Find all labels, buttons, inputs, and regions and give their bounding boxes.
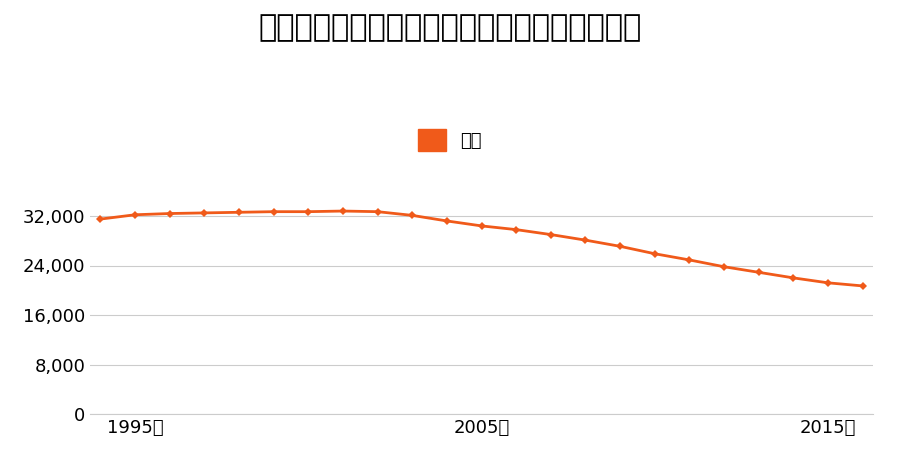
価格 <box>545 232 556 237</box>
価格 <box>165 211 176 216</box>
価格 <box>510 227 521 232</box>
価格 <box>303 209 314 214</box>
価格 <box>649 251 660 256</box>
価格 <box>684 257 695 263</box>
Legend: 価格: 価格 <box>411 122 489 158</box>
価格 <box>130 212 140 217</box>
価格 <box>615 243 626 249</box>
Line: 価格: 価格 <box>97 208 866 289</box>
価格 <box>442 218 453 224</box>
価格 <box>268 209 279 214</box>
Text: 青森県弘前市大字藤代２丁目９番５の地価推移: 青森県弘前市大字藤代２丁目９番５の地価推移 <box>258 14 642 42</box>
価格 <box>338 208 348 214</box>
価格 <box>407 213 418 218</box>
価格 <box>753 270 764 275</box>
価格 <box>788 275 798 281</box>
価格 <box>476 223 487 229</box>
価格 <box>373 209 383 214</box>
価格 <box>718 264 729 270</box>
価格 <box>199 210 210 216</box>
価格 <box>95 216 106 222</box>
価格 <box>857 283 868 288</box>
価格 <box>234 210 245 215</box>
価格 <box>580 238 590 243</box>
価格 <box>823 280 833 285</box>
